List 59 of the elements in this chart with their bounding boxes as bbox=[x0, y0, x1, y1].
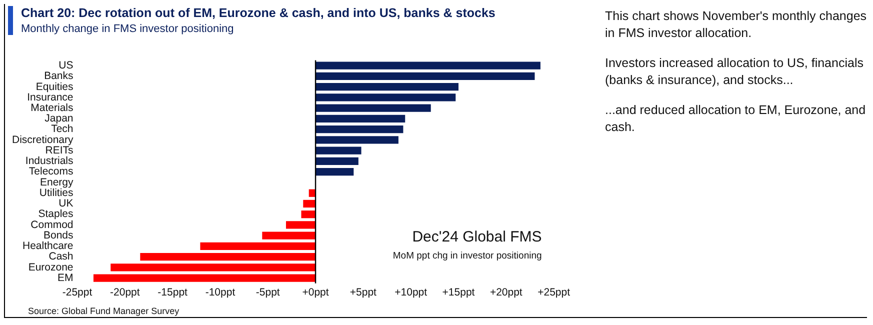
x-tick-label: -10ppt bbox=[205, 286, 236, 299]
text: ...and reduced allocation to EM, Eurozone, and cash. bbox=[605, 102, 867, 136]
y-tick-label: US bbox=[58, 60, 74, 72]
y-tick-label: Discretionary bbox=[12, 134, 74, 146]
x-tick-label: +15ppt bbox=[442, 286, 475, 299]
y-tick-label: Industrials bbox=[25, 155, 74, 168]
bar bbox=[303, 200, 316, 208]
y-tick-label: Commod bbox=[30, 218, 74, 231]
bar bbox=[316, 72, 535, 80]
x-tick-label: +5ppt bbox=[350, 286, 377, 299]
y-tick-label: Equities bbox=[36, 80, 74, 93]
bar bbox=[316, 168, 354, 176]
x-tick-label: +25ppt bbox=[538, 286, 570, 299]
bar bbox=[316, 136, 398, 144]
y-tick-label: EM bbox=[58, 272, 74, 284]
bar bbox=[316, 126, 404, 134]
y-tick-label: Insurance bbox=[27, 91, 74, 104]
x-tick-label: -20ppt bbox=[110, 286, 140, 299]
bar bbox=[93, 274, 316, 282]
y-tick-label: Utilities bbox=[39, 186, 74, 199]
x-tick-label: +10ppt bbox=[394, 286, 428, 299]
bar bbox=[140, 253, 316, 261]
y-tick-label: Healthcare bbox=[22, 240, 74, 252]
annotation: MoM ppt chg in investor positioning bbox=[392, 250, 542, 262]
annotation: Dec'24 Global FMS bbox=[412, 228, 542, 246]
y-tick-label: UK bbox=[58, 198, 74, 210]
x-tick-label: +20ppt bbox=[490, 286, 522, 299]
bar bbox=[110, 264, 316, 272]
bar bbox=[200, 242, 316, 250]
chart-title: Chart 20: Dec rotation out of EM, Eurozone & cash, and into US, banks & stocks bbox=[21, 6, 496, 20]
source-note: Source: Global Fund Manager Survey bbox=[28, 306, 180, 316]
y-tick-label: Japan bbox=[44, 112, 74, 125]
y-tick-label: Tech bbox=[51, 123, 74, 136]
bar bbox=[316, 146, 362, 154]
bar bbox=[316, 83, 458, 91]
y-tick-label: Eurozone bbox=[28, 261, 74, 274]
text: This chart shows November's monthly changes in FMS investor allocation. bbox=[605, 8, 867, 42]
x-tick-label: +0ppt bbox=[302, 286, 329, 299]
y-tick-label: Bonds bbox=[43, 229, 74, 242]
bar bbox=[301, 210, 316, 218]
bar bbox=[316, 94, 456, 102]
y-tick-label: Energy bbox=[40, 176, 74, 188]
chart-subtitle: Monthly change in FMS investor positioning bbox=[21, 23, 235, 35]
bar bbox=[316, 114, 406, 123]
y-tick-label: Telecoms bbox=[28, 166, 74, 178]
x-tick-label: -5ppt bbox=[256, 286, 280, 299]
bar bbox=[262, 232, 316, 240]
bar bbox=[286, 221, 316, 229]
y-tick-label: Staples bbox=[38, 208, 74, 220]
text: Investors increased allocation to US, financials (banks & insurance), and stocks... bbox=[605, 55, 864, 89]
bar bbox=[316, 104, 431, 112]
y-tick-label: Materials bbox=[30, 102, 74, 114]
y-tick-label: REITs bbox=[45, 144, 74, 156]
bar bbox=[316, 62, 540, 70]
x-tick-label: -25ppt bbox=[62, 286, 92, 299]
x-tick-label: -15ppt bbox=[158, 286, 188, 299]
y-tick-label: Banks bbox=[44, 70, 74, 82]
bar bbox=[316, 157, 358, 166]
y-tick-label: Cash bbox=[48, 250, 74, 263]
